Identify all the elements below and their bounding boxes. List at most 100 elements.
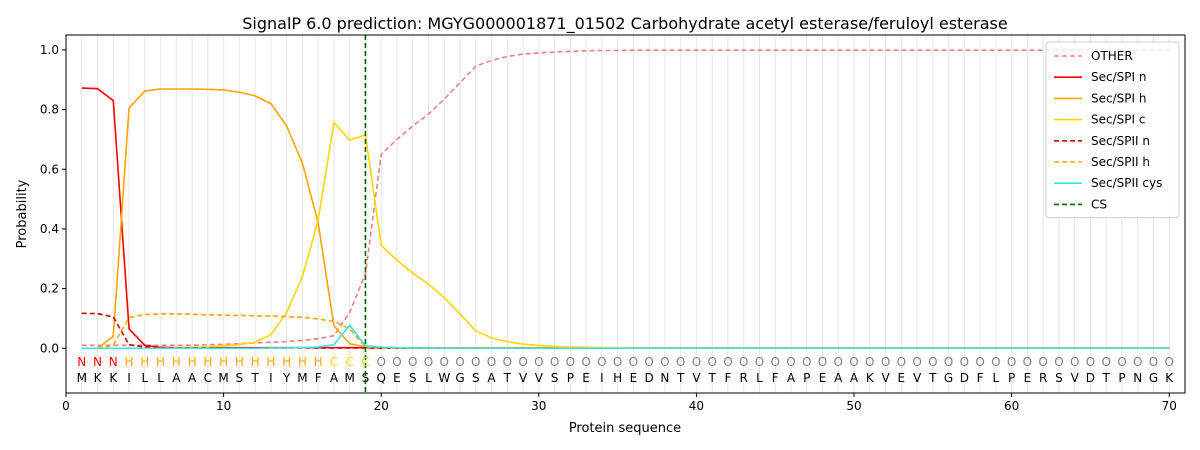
residue-label: I [269, 371, 273, 385]
residue-label: G [944, 371, 953, 385]
region-label: H [282, 355, 291, 369]
region-label: O [487, 355, 496, 369]
residue-label: V [1071, 371, 1080, 385]
residue-label: T [928, 371, 937, 385]
x-tick-label: 40 [689, 399, 704, 413]
residue-label: S [236, 371, 244, 385]
region-label: O [1133, 355, 1142, 369]
residue-label: F [977, 371, 984, 385]
x-tick-label: 60 [1004, 399, 1019, 413]
x-tick-label: 50 [846, 399, 861, 413]
residue-label: A [172, 371, 181, 385]
x-tick-label: 20 [374, 399, 389, 413]
region-label: O [834, 355, 843, 369]
region-label: N [77, 355, 86, 369]
sequence-labels: NMNKNKHIHLHLHAHAHCHMHSHTHIHYHMHFCACMCSOQ… [77, 355, 1175, 385]
y-tick-label: 0.6 [40, 162, 59, 176]
residue-label: Q [376, 371, 385, 385]
legend: OTHER Sec/SPI n Sec/SPI h Sec/SPI c Sec/SPII… [1045, 41, 1180, 219]
region-label: H [140, 355, 149, 369]
plot-frame [65, 34, 1186, 394]
region-label: H [235, 355, 244, 369]
y-tick-label: 1.0 [40, 43, 59, 57]
residue-label: G [455, 371, 464, 385]
residue-label: H [613, 371, 622, 385]
residue-label: G [1149, 371, 1158, 385]
region-label: H [314, 355, 323, 369]
residue-label: N [1133, 371, 1142, 385]
residue-label: R [1039, 371, 1047, 385]
region-label: O [707, 355, 716, 369]
series-lines [81, 49, 1170, 350]
residue-label: V [881, 371, 890, 385]
y-tick-label: 0.0 [40, 341, 59, 355]
residue-label: M [345, 371, 355, 385]
legend-label: OTHER [1091, 49, 1133, 63]
region-label: H [172, 355, 181, 369]
legend-label: CS [1091, 197, 1107, 211]
legend-label: Sec/SPII cys [1091, 176, 1162, 190]
residue-label: K [866, 371, 875, 385]
region-label: O [1165, 355, 1174, 369]
residue-label: F [772, 371, 779, 385]
region-label: H [188, 355, 197, 369]
residue-label: E [819, 371, 827, 385]
region-label: O [897, 355, 906, 369]
chart-title: SignalP 6.0 prediction: MGYG000001871_01… [242, 14, 1007, 34]
region-label: O [849, 355, 858, 369]
legend-label: Sec/SPII h [1091, 155, 1150, 169]
series-line-6 [81, 324, 1170, 350]
legend-label: Sec/SPI h [1091, 91, 1146, 105]
residue-label: K [1165, 371, 1174, 385]
residue-label: T [250, 371, 259, 385]
residue-label: A [834, 371, 843, 385]
region-label: O [786, 355, 795, 369]
region-label: O [1038, 355, 1047, 369]
residue-label: E [630, 371, 638, 385]
region-label: O [1117, 355, 1126, 369]
region-label: O [566, 355, 575, 369]
region-label: H [156, 355, 165, 369]
residue-label: D [645, 371, 654, 385]
x-axis-ticks: 0 10 20 30 40 50 60 70 [62, 393, 1177, 413]
residue-label: V [519, 371, 528, 385]
residue-label: M [297, 371, 307, 385]
region-label: O [471, 355, 480, 369]
y-axis-ticks: 0.0 0.2 0.4 0.6 0.8 1.0 [40, 43, 66, 355]
residue-label: S [472, 371, 480, 385]
region-label: O [518, 355, 527, 369]
region-label: O [1023, 355, 1032, 369]
region-label: H [203, 355, 212, 369]
region-label: H [298, 355, 307, 369]
y-tick-label: 0.2 [40, 282, 59, 296]
residue-label: V [692, 371, 701, 385]
region-label: C [345, 355, 353, 369]
region-label: O [408, 355, 417, 369]
region-label: C [330, 355, 338, 369]
residue-label: N [660, 371, 669, 385]
residue-label: I [600, 371, 604, 385]
region-label: H [219, 355, 228, 369]
grid [81, 35, 1170, 393]
residue-label: F [724, 371, 731, 385]
region-label: O [1007, 355, 1016, 369]
region-label: H [125, 355, 134, 369]
residue-label: L [425, 371, 432, 385]
region-label: O [1070, 355, 1079, 369]
legend-box [1045, 41, 1180, 219]
region-label: O [755, 355, 764, 369]
residue-label: E [898, 371, 906, 385]
residue-label: S [1055, 371, 1063, 385]
x-axis-label: Protein sequence [569, 421, 681, 436]
region-label: O [676, 355, 685, 369]
region-label: H [266, 355, 275, 369]
region-label: O [692, 355, 701, 369]
y-axis-label: Probability [15, 179, 30, 248]
region-label: O [928, 355, 937, 369]
region-label: O [1101, 355, 1110, 369]
region-label: O [581, 355, 590, 369]
residue-label: F [315, 371, 322, 385]
residue-label: M [218, 371, 228, 385]
region-label: O [534, 355, 543, 369]
